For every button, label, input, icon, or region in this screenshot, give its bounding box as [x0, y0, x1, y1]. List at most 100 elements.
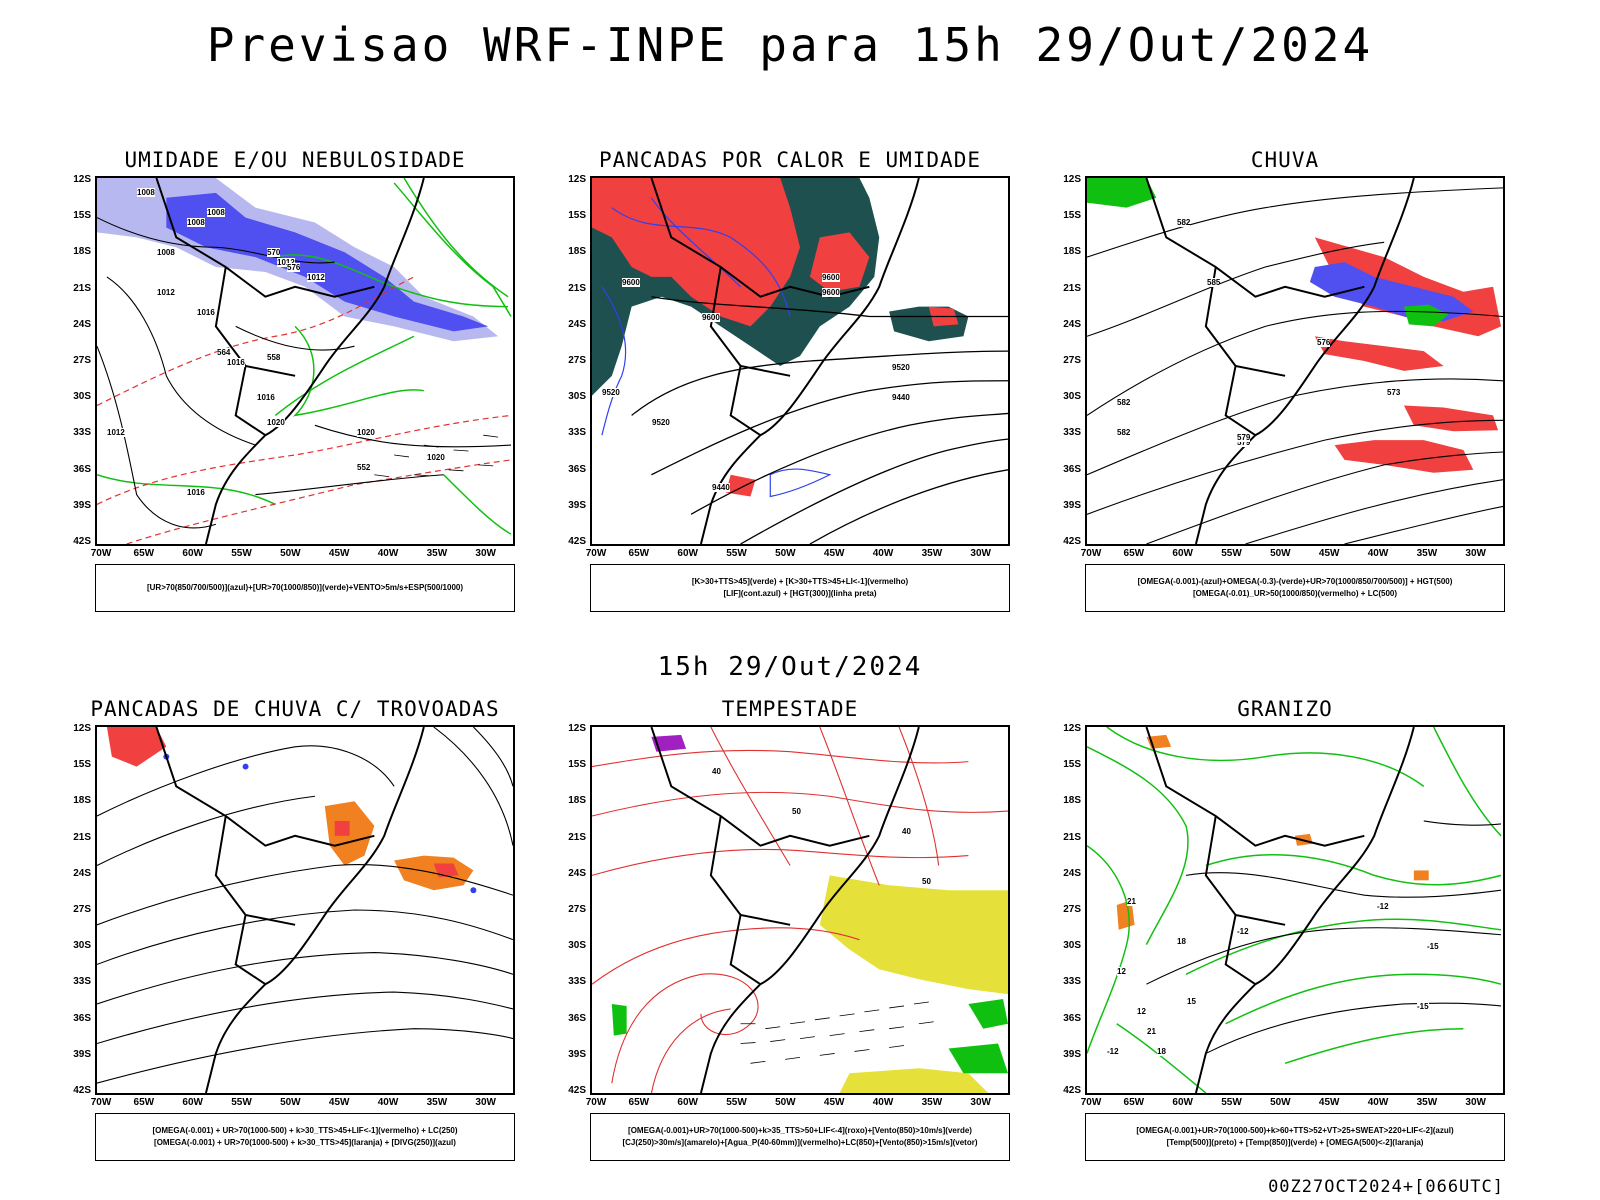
- contour-label: -15: [1427, 942, 1439, 951]
- lat-tick-label: 33S: [568, 427, 586, 439]
- contour-label: 1012: [157, 288, 175, 297]
- lat-tick-label: 36S: [73, 463, 91, 475]
- lon-tick-label: 60W: [677, 1097, 698, 1108]
- contour-label: 1020: [357, 428, 375, 437]
- coastline-borders: [155, 178, 425, 544]
- lon-tick-label: 70W: [585, 548, 607, 559]
- contour-label: 9520: [602, 388, 620, 397]
- contour-label: 9600: [622, 278, 640, 287]
- coastline-borders: [155, 727, 425, 1093]
- thickness-contours: [97, 276, 512, 544]
- contour-label: 585: [1207, 278, 1221, 287]
- contour-label: 1012: [277, 258, 295, 267]
- lat-tick-label: 30S: [568, 391, 586, 403]
- lat-tick-label: 12S: [73, 723, 91, 734]
- contour-label: 558: [267, 353, 281, 362]
- lat-tick-label: 15S: [568, 759, 586, 771]
- lat-tick-label: 27S: [568, 355, 586, 366]
- lon-tick-label: 55W: [231, 1097, 252, 1108]
- lat-tick-label: 36S: [1063, 463, 1081, 475]
- legend-line: [OMEGA(-0.001)+UR>70(1000-500)+k>60+TTS>…: [1136, 1126, 1454, 1135]
- contour-label: 1012: [307, 273, 325, 282]
- map-chuva-svg: [1087, 178, 1503, 544]
- lat-tick-label: 18S: [1063, 795, 1081, 807]
- lat-tick-label: 27S: [1063, 904, 1081, 915]
- relative-humidity-lower-contours: [97, 178, 512, 535]
- lon-tick-label: 35W: [921, 1097, 943, 1108]
- lon-tick-label: 65W: [133, 548, 155, 559]
- lat-axis: 12S 15S 18S 21S 24S 27S 30S 33S 36S 39S 42S: [550, 723, 588, 1096]
- lon-tick-label: 55W: [726, 548, 747, 559]
- lat-tick-label: 24S: [73, 318, 91, 330]
- lat-tick-label: 42S: [73, 1085, 91, 1096]
- lat-axis: 12S 15S 18S 21S 24S 27S 30S 33S 36S 39S 42S: [55, 723, 93, 1096]
- lat-tick-label: 12S: [73, 174, 91, 185]
- contour-label: 12: [1117, 967, 1126, 976]
- lon-tick-label: 35W: [426, 548, 448, 559]
- mid-time-label: 15h 29/Out/2024: [657, 652, 923, 682]
- lon-tick-label: 40W: [377, 1097, 399, 1108]
- lat-tick-label: 30S: [1063, 940, 1081, 952]
- lon-tick-label: 70W: [1080, 548, 1102, 559]
- lon-tick-label: 40W: [377, 548, 399, 559]
- panel-title: CHUVA: [1250, 148, 1320, 172]
- panel-granizo: GRANIZO 12S 15S 18S 21S 24S 27S 30S 33S 36S 39S 42…: [1045, 697, 1525, 1172]
- contour-label: 50: [922, 877, 931, 886]
- relative-humidity-upper-shading: [97, 178, 499, 342]
- lon-axis: 70W 65W 60W 55W 50W 45W 40W 35W 30W: [91, 1097, 515, 1111]
- lon-tick-label: 30W: [970, 548, 991, 559]
- lat-tick-label: 15S: [1063, 759, 1081, 771]
- lat-tick-label: 21S: [73, 831, 91, 843]
- legend-line: [OMEGA(-0.001) + UR>70(1000-500) + k>30_…: [152, 1126, 458, 1135]
- lat-tick-label: 24S: [1063, 318, 1081, 330]
- contour-label: 576: [1317, 338, 1331, 347]
- contour-label: 1008: [187, 218, 205, 227]
- lon-tick-label: 45W: [823, 548, 845, 559]
- map-granizo-svg: [1087, 727, 1502, 1093]
- lat-tick-label: 33S: [73, 976, 91, 988]
- lat-tick-label: 42S: [1063, 536, 1081, 547]
- lon-tick-label: 50W: [775, 1097, 796, 1108]
- lon-tick-label: 40W: [872, 548, 894, 559]
- lon-tick-label: 40W: [872, 1097, 894, 1108]
- pressure-contours: [97, 217, 512, 529]
- lat-tick-label: 33S: [1063, 976, 1081, 988]
- lat-tick-label: 42S: [568, 1085, 586, 1096]
- contour-label: 9520: [892, 363, 910, 372]
- lon-axis: 70W 65W 60W 55W 50W 45W 40W 35W 30W: [586, 548, 1010, 562]
- lon-axis: 70W 65W 60W 55W 50W 45W 40W 35W 30W: [1081, 548, 1505, 562]
- lat-tick-label: 12S: [568, 723, 586, 734]
- lat-axis: 12S 15S 18S 21S 24S 27S 30S 33S 36S 39S 42S: [1045, 723, 1083, 1096]
- contour-label: 1016: [227, 358, 245, 367]
- lon-tick-label: 55W: [726, 1097, 747, 1108]
- legend-line: [OMEGA(-0.001) + UR>70(1000-500) + k>30_…: [154, 1138, 456, 1147]
- contour-label: 1008: [137, 188, 155, 197]
- lat-axis: 12S 15S 18S 21S 24S 27S 30S 33S 36S 39S 42S: [550, 174, 588, 547]
- contour-label: 21: [1147, 1027, 1156, 1036]
- contour-label: 40: [712, 767, 721, 776]
- lat-tick-label: 30S: [568, 940, 586, 952]
- lon-tick-label: 50W: [280, 548, 301, 559]
- lon-tick-label: 60W: [1172, 1097, 1193, 1108]
- omega-green-shading: [1087, 178, 1449, 327]
- legend-box: [OMEGA(-0.001) + UR>70(1000-500) + k>30_…: [95, 1113, 515, 1161]
- lon-tick-label: 60W: [1172, 548, 1193, 559]
- lc250-streamlines: [97, 727, 513, 1084]
- lon-tick-label: 45W: [1318, 548, 1340, 559]
- contour-label: 582: [1117, 428, 1131, 437]
- contour-label: 1020: [427, 453, 445, 462]
- lat-tick-label: 18S: [73, 795, 91, 807]
- lon-tick-label: 35W: [426, 1097, 448, 1108]
- contour-label: 1016: [197, 308, 215, 317]
- contour-label: 1012: [107, 428, 125, 437]
- contour-label: 15: [1187, 997, 1196, 1006]
- map-pancadas-calor: 9600 9600 9600 9600 9520 9440 9520 9440 9520: [590, 176, 1010, 546]
- contour-label: -12: [1107, 1047, 1119, 1056]
- lat-tick-label: 39S: [568, 1048, 586, 1060]
- lat-tick-label: 15S: [568, 210, 586, 222]
- lon-tick-label: 30W: [475, 1097, 496, 1108]
- lon-tick-label: 35W: [1416, 548, 1438, 559]
- lon-tick-label: 30W: [1465, 1097, 1486, 1108]
- lon-tick-label: 70W: [1080, 1097, 1102, 1108]
- lat-tick-label: 42S: [568, 536, 586, 547]
